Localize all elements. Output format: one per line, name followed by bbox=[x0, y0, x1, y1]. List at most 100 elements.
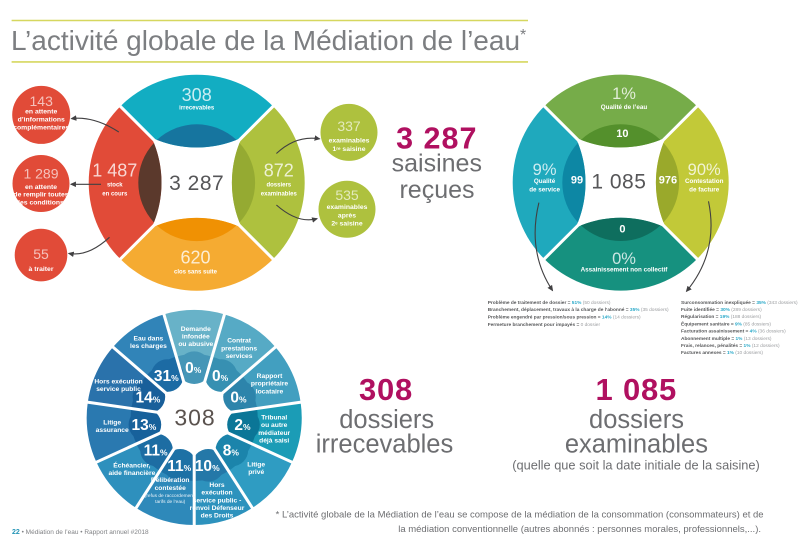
svg-text:Échéancier,: Échéancier, bbox=[113, 460, 150, 469]
svg-text:Délibération: Délibération bbox=[151, 477, 190, 484]
svg-text:renvoi Défenseur: renvoi Défenseur bbox=[190, 505, 245, 512]
svg-text:Assainissement non collectif: Assainissement non collectif bbox=[581, 267, 669, 274]
svg-text:Surconsommation inexpliquée =: Surconsommation inexpliquée = 35% (343 d… bbox=[681, 300, 798, 306]
svg-text:Contrat: Contrat bbox=[227, 338, 252, 345]
svg-text:propriétaire: propriétaire bbox=[251, 381, 288, 388]
svg-text:aide financière: aide financière bbox=[108, 470, 155, 477]
svg-text:90%: 90% bbox=[688, 161, 721, 179]
svg-text:0: 0 bbox=[619, 223, 625, 235]
svg-text:examinables: examinables bbox=[327, 204, 368, 211]
svg-text:1 289: 1 289 bbox=[23, 166, 58, 182]
svg-text:infondée: infondée bbox=[182, 334, 210, 341]
svg-text:14%: 14% bbox=[135, 389, 160, 406]
svg-text:1 085: 1 085 bbox=[596, 372, 678, 407]
svg-text:99: 99 bbox=[571, 175, 583, 187]
svg-text:Qualité: Qualité bbox=[534, 178, 556, 185]
svg-text:Problème de traitement de doss: Problème de traitement de dossier = 51% … bbox=[488, 300, 611, 306]
svg-text:L’activité globale de la Média: L’activité globale de la Médiation de l’… bbox=[11, 25, 526, 56]
svg-text:de remplir toutes: de remplir toutes bbox=[13, 192, 68, 199]
svg-text:Litige: Litige bbox=[247, 461, 265, 468]
svg-text:stock: stock bbox=[107, 183, 123, 189]
svg-text:11%: 11% bbox=[167, 458, 191, 475]
svg-text:après: après bbox=[338, 212, 356, 219]
svg-text:Problème engendré par pression: Problème engendré par pression/sous pres… bbox=[488, 315, 641, 321]
svg-text:en attente: en attente bbox=[25, 184, 57, 191]
svg-text:la médiation conventionnelle (: la médiation conventionnelle (autres abo… bbox=[398, 524, 761, 535]
svg-text:locataire: locataire bbox=[256, 388, 284, 395]
svg-text:3 287: 3 287 bbox=[396, 122, 477, 156]
svg-text:clos sans suite: clos sans suite bbox=[174, 270, 218, 276]
svg-text:Hors exécution: Hors exécution bbox=[94, 378, 142, 385]
svg-text:déjà saisi: déjà saisi bbox=[259, 437, 289, 444]
svg-text:3 287: 3 287 bbox=[169, 172, 224, 195]
svg-text:médiateur: médiateur bbox=[258, 430, 290, 437]
svg-text:8%: 8% bbox=[223, 443, 240, 460]
svg-text:Tribunal: Tribunal bbox=[261, 414, 287, 421]
svg-text:Demande: Demande bbox=[181, 326, 211, 333]
svg-text:en attente: en attente bbox=[25, 109, 57, 116]
svg-text:les conditions: les conditions bbox=[18, 199, 64, 206]
svg-text:irrecevables: irrecevables bbox=[316, 431, 453, 459]
svg-text:* L’activité globale de la Méd: * L’activité globale de la Médiation de … bbox=[276, 510, 764, 521]
svg-text:(quelle que soit la date initi: (quelle que soit la date initiale de la … bbox=[512, 458, 760, 473]
svg-text:dossiers: dossiers bbox=[339, 406, 434, 434]
svg-text:0%: 0% bbox=[212, 368, 229, 385]
svg-text:exécution: exécution bbox=[201, 490, 232, 497]
svg-text:complémentaires: complémentaires bbox=[13, 124, 69, 131]
svg-text:examinables: examinables bbox=[329, 138, 370, 145]
svg-text:10%: 10% bbox=[195, 458, 220, 475]
svg-text:de service: de service bbox=[529, 186, 560, 193]
svg-text:Qualité de l’eau: Qualité de l’eau bbox=[601, 104, 648, 111]
svg-text:0%: 0% bbox=[185, 360, 202, 377]
svg-text:de facture: de facture bbox=[689, 186, 720, 193]
svg-text:les charges: les charges bbox=[130, 343, 167, 350]
svg-text:Équipement sanitaire = 9% (85: Équipement sanitaire = 9% (85 dossiers) bbox=[681, 319, 771, 327]
svg-text:Régularisation = 19% (188 doss: Régularisation = 19% (188 dossiers) bbox=[681, 314, 762, 320]
svg-text:1%: 1% bbox=[612, 85, 636, 103]
svg-text:337: 337 bbox=[337, 118, 361, 134]
svg-text:à traiter: à traiter bbox=[29, 266, 54, 273]
svg-text:0%: 0% bbox=[612, 250, 636, 268]
svg-text:620: 620 bbox=[180, 248, 210, 268]
svg-text:1 085: 1 085 bbox=[591, 171, 646, 194]
svg-text:Hors: Hors bbox=[209, 482, 225, 489]
svg-text:contestée: contestée bbox=[155, 485, 187, 492]
svg-text:Contestation: Contestation bbox=[685, 178, 724, 185]
svg-text:examinables: examinables bbox=[565, 431, 708, 459]
svg-text:535: 535 bbox=[335, 187, 359, 203]
svg-text:(refus de raccordement,: (refus de raccordement, bbox=[145, 493, 196, 499]
svg-text:services: services bbox=[226, 353, 253, 360]
svg-text:d’informations: d’informations bbox=[18, 117, 65, 124]
svg-text:dossiers: dossiers bbox=[266, 183, 291, 189]
svg-text:examinables: examinables bbox=[261, 192, 298, 198]
svg-text:Rapport: Rapport bbox=[257, 373, 283, 380]
svg-text:assurance: assurance bbox=[96, 427, 129, 434]
svg-text:en cours: en cours bbox=[102, 192, 128, 198]
svg-text:Fermeture branchement pour imp: Fermeture branchement pour impayés = 0 d… bbox=[488, 322, 601, 328]
svg-text:2e saisine: 2e saisine bbox=[331, 220, 362, 228]
svg-text:des Droits: des Droits bbox=[201, 513, 234, 520]
svg-text:tarifs de l’eau): tarifs de l’eau) bbox=[155, 499, 186, 505]
svg-text:privé: privé bbox=[248, 469, 264, 476]
svg-text:9%: 9% bbox=[533, 161, 557, 179]
svg-text:Facturation assainissement = 4: Facturation assainissement = 4% (36 doss… bbox=[681, 329, 786, 335]
svg-text:Abonnement multiple = 1% (13 d: Abonnement multiple = 1% (13 dossiers) bbox=[681, 336, 772, 342]
svg-text:Fuite identifiée = 30% (289 do: Fuite identifiée = 30% (289 dossiers) bbox=[681, 307, 762, 313]
svg-text:service public: service public bbox=[96, 386, 141, 393]
svg-text:1re saisine: 1re saisine bbox=[333, 145, 366, 153]
svg-text:reçues: reçues bbox=[399, 176, 474, 204]
svg-text:308: 308 bbox=[174, 405, 215, 431]
svg-text:1 487: 1 487 bbox=[92, 161, 137, 181]
svg-text:31%: 31% bbox=[154, 368, 179, 385]
svg-text:ou abusive: ou abusive bbox=[178, 341, 213, 348]
svg-text:Eau dans: Eau dans bbox=[134, 335, 164, 342]
svg-text:22 • Médiation de l’eau • Rapp: 22 • Médiation de l’eau • Rapport annuel… bbox=[12, 529, 149, 536]
svg-text:irrecevables: irrecevables bbox=[179, 106, 215, 112]
svg-text:143: 143 bbox=[30, 93, 54, 109]
svg-text:saisines: saisines bbox=[392, 150, 482, 178]
svg-text:308: 308 bbox=[359, 372, 413, 407]
svg-text:0%: 0% bbox=[230, 389, 247, 406]
svg-text:Factures annexes = 1% (10 doss: Factures annexes = 1% (10 dossiers) bbox=[681, 350, 763, 356]
svg-text:Branchement, déplacement, trav: Branchement, déplacement, travaux à la c… bbox=[488, 307, 669, 313]
svg-text:prestations: prestations bbox=[221, 345, 257, 352]
